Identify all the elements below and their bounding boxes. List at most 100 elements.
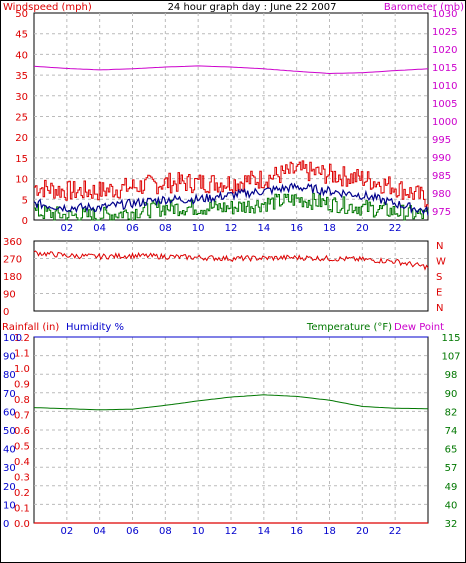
humidity-ticks: 0 10 20 30 40 50 60 70 80 90 100 bbox=[3, 333, 22, 530]
direction-trace bbox=[33, 250, 429, 271]
climate-time-tick: 22 bbox=[389, 526, 402, 537]
wind-tick-label: 40 bbox=[15, 50, 28, 61]
climate-grid bbox=[34, 337, 428, 523]
wind-tick-label: 30 bbox=[15, 92, 28, 103]
wind-axis-label: Windspeed (mph) bbox=[3, 2, 92, 13]
wind-tick-label: 50 bbox=[15, 9, 28, 20]
climate-time-tick: 12 bbox=[225, 526, 238, 537]
direction-degree-tick: 270 bbox=[3, 255, 22, 266]
wind-tick-label: 25 bbox=[15, 113, 28, 124]
wind-time-tick: 14 bbox=[257, 223, 270, 234]
climate-time-tick: 08 bbox=[159, 526, 172, 537]
rainfall-tick-label: 0.4 bbox=[14, 457, 30, 468]
rainfall-tick-label: 0.6 bbox=[14, 426, 30, 437]
climate-time-tick: 06 bbox=[126, 526, 139, 537]
rainfall-tick-label: 1.1 bbox=[14, 349, 30, 360]
rainfall-axis-label: Rainfall (in) bbox=[2, 322, 59, 333]
humidity-axis-label: Humidity % bbox=[66, 322, 124, 333]
climate-lines bbox=[33, 336, 428, 524]
barometer-tick-label: 995 bbox=[432, 135, 451, 146]
humidity-tick-label: 0 bbox=[3, 519, 9, 530]
wind-lines bbox=[33, 65, 429, 221]
direction-compass-label: E bbox=[436, 288, 442, 299]
rainfall-tick-label: 1.0 bbox=[14, 364, 30, 375]
wind-grid bbox=[34, 13, 428, 220]
wind-tick-label: 45 bbox=[15, 30, 28, 41]
temperature-ticks: 32 40 49 57 65 74 82 90 98 107 115 bbox=[441, 333, 460, 530]
humidity-tick-label: 10 bbox=[3, 500, 16, 511]
average-wind-line bbox=[34, 192, 429, 221]
climate-time-tick: 02 bbox=[60, 526, 73, 537]
direction-degree-ticks: 0 90 180 270 360 bbox=[3, 237, 22, 318]
climate-time-tick: 14 bbox=[257, 526, 270, 537]
barometer-tick-label: 1025 bbox=[432, 27, 457, 38]
direction-degree-tick: 90 bbox=[3, 290, 16, 301]
temperature-tick-label: 82 bbox=[445, 407, 458, 418]
direction-degree-tick: 0 bbox=[3, 307, 9, 318]
direction-compass-label: S bbox=[436, 272, 442, 283]
wind-tick-label: 5 bbox=[22, 195, 28, 206]
humidity-tick-label: 60 bbox=[3, 407, 16, 418]
windspeed-line bbox=[34, 160, 429, 208]
rainfall-tick-label: 0.1 bbox=[14, 504, 30, 515]
climate-time-ticks: 02 04 06 08 10 12 14 16 18 20 22 bbox=[60, 526, 401, 537]
barometer-tick-label: 980 bbox=[432, 189, 451, 200]
direction-compass-label: N bbox=[436, 241, 443, 252]
barometer-tick-label: 1030 bbox=[432, 9, 457, 20]
temperature-tick-label: 49 bbox=[445, 482, 458, 493]
wind-time-tick: 08 bbox=[159, 223, 172, 234]
humidity-tick-label: 100 bbox=[3, 333, 22, 344]
wind-tick-label: 20 bbox=[15, 133, 28, 144]
wind-time-tick: 20 bbox=[356, 223, 369, 234]
rainfall-tick-label: 0.7 bbox=[14, 411, 30, 422]
barometer-tick-label: 990 bbox=[432, 153, 451, 164]
temperature-tick-label: 90 bbox=[445, 389, 458, 400]
rainfall-tick-label: 0.3 bbox=[14, 473, 30, 484]
wind-tick-label: 0 bbox=[22, 216, 28, 227]
barometer-tick-label: 985 bbox=[432, 171, 451, 182]
climate-time-tick: 16 bbox=[290, 526, 303, 537]
direction-compass-label: W bbox=[436, 257, 446, 268]
wind-time-tick: 02 bbox=[60, 223, 73, 234]
humidity-tick-label: 30 bbox=[3, 463, 16, 474]
barometer-tick-label: 1005 bbox=[432, 99, 457, 110]
humidity-tick-label: 80 bbox=[3, 370, 16, 381]
rainfall-tick-label: 1.2 bbox=[14, 333, 30, 344]
temperature-tick-label: 32 bbox=[445, 519, 458, 530]
dewpoint-axis-label: Dew Point bbox=[394, 322, 444, 333]
wind-tick-label: 35 bbox=[15, 71, 28, 82]
climate-panel: 0.00.10.20.30.40.50.60.70.80.91.01.11.2 … bbox=[3, 333, 461, 537]
rainfall-tick-label: 0.0 bbox=[14, 519, 30, 530]
barometer-tick-label: 1000 bbox=[432, 117, 457, 128]
wind-tick-label: 10 bbox=[15, 175, 28, 186]
temperature-tick-label: 115 bbox=[441, 333, 460, 344]
humidity-tick-label: 50 bbox=[3, 426, 16, 437]
barometer-ticks: 975 980 985 990 995 1000 1005 1010 1015 1020 1025 1… bbox=[432, 9, 457, 218]
graph-title: 24 hour graph day : June 22 2007 bbox=[168, 2, 337, 13]
climate-time-tick: 20 bbox=[356, 526, 369, 537]
climate-time-tick: 10 bbox=[192, 526, 205, 537]
barometer-tick-label: 1020 bbox=[432, 45, 457, 56]
barometer-axis-label: Barometer (mb) bbox=[384, 2, 464, 13]
wind-time-tick: 10 bbox=[192, 223, 205, 234]
wind-time-tick: 18 bbox=[323, 223, 336, 234]
temperature-tick-label: 40 bbox=[445, 500, 458, 511]
wind-time-ticks: 02 04 06 08 10 12 14 16 18 20 22 bbox=[60, 223, 401, 234]
temperature-tick-label: 107 bbox=[441, 352, 460, 363]
temperature-tick-label: 98 bbox=[445, 370, 458, 381]
direction-trace-line bbox=[33, 250, 429, 271]
humidity-tick-label: 20 bbox=[3, 482, 16, 493]
temperature-tick-label: 74 bbox=[445, 426, 458, 437]
wind-time-tick: 04 bbox=[93, 223, 106, 234]
wind-tick-label: 15 bbox=[15, 154, 28, 165]
direction-degree-tick: 360 bbox=[3, 237, 22, 248]
barometer-line bbox=[33, 65, 429, 75]
barometer-tick-label: 1015 bbox=[432, 63, 457, 74]
direction-degree-tick: 180 bbox=[3, 272, 22, 283]
wind-time-tick: 16 bbox=[290, 223, 303, 234]
direction-plot-area bbox=[33, 240, 429, 312]
humidity-tick-label: 90 bbox=[3, 352, 16, 363]
